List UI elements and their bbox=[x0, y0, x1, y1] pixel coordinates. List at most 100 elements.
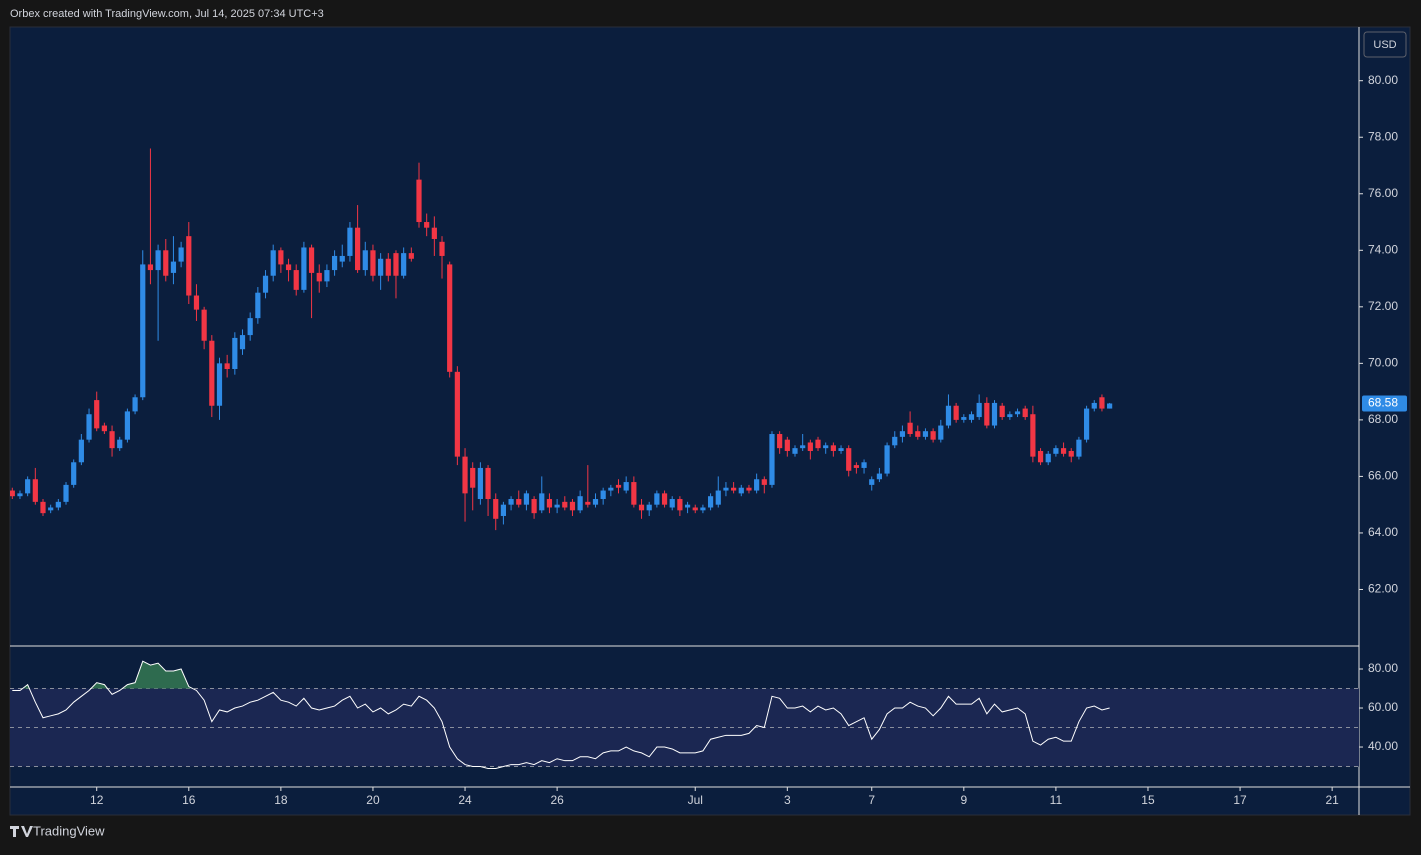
candle-body bbox=[769, 434, 775, 485]
candle-body bbox=[109, 431, 115, 449]
candle-body bbox=[1014, 411, 1021, 415]
candle-body bbox=[362, 250, 368, 271]
candle-body bbox=[539, 493, 545, 511]
candle-body bbox=[615, 484, 622, 488]
candle-body bbox=[378, 258, 384, 276]
candle-body bbox=[424, 222, 430, 228]
candle-body bbox=[800, 445, 806, 449]
candle-body bbox=[140, 264, 146, 398]
currency-label: USD bbox=[1373, 39, 1396, 51]
candle-body bbox=[846, 448, 852, 471]
candle-body bbox=[899, 431, 906, 437]
x-tick-label: 9 bbox=[960, 793, 967, 807]
candle-body bbox=[961, 417, 967, 420]
candle-body bbox=[355, 227, 361, 271]
candle-body bbox=[454, 371, 460, 457]
candle-body bbox=[884, 445, 890, 474]
x-tick-label: 3 bbox=[784, 793, 791, 807]
logo-icon bbox=[10, 826, 33, 837]
x-tick-label: 17 bbox=[1233, 793, 1247, 807]
candle-body bbox=[999, 405, 1005, 418]
candle-body bbox=[255, 292, 261, 319]
candle-body bbox=[416, 179, 422, 223]
candle-body bbox=[631, 482, 637, 505]
candle-body bbox=[922, 431, 929, 437]
x-tick-label: 15 bbox=[1141, 793, 1155, 807]
candle-body bbox=[984, 402, 990, 426]
candle-body bbox=[32, 479, 38, 502]
x-tick-label: 20 bbox=[366, 793, 380, 807]
candle-body bbox=[869, 479, 875, 485]
candle-body bbox=[78, 439, 84, 463]
candle-body bbox=[470, 467, 476, 488]
candle-body bbox=[592, 499, 599, 505]
candle-body bbox=[178, 247, 184, 262]
candle-body bbox=[447, 264, 453, 372]
candle-body bbox=[316, 272, 322, 282]
candle-body bbox=[1083, 408, 1090, 440]
x-tick-label: 7 bbox=[868, 793, 875, 807]
rsi-line bbox=[12, 660, 1110, 769]
candle-body bbox=[723, 487, 729, 491]
y-tick-label: 40.00 bbox=[1368, 739, 1398, 753]
candle-body bbox=[462, 456, 468, 494]
x-tick-label: 11 bbox=[1050, 793, 1063, 807]
candle-body bbox=[493, 499, 499, 519]
header-text: Orbex created with TradingView.com, Jul … bbox=[10, 8, 324, 20]
candle-body bbox=[508, 499, 514, 505]
candle-body bbox=[968, 414, 975, 420]
overbought-fill bbox=[22, 661, 193, 689]
candle-body bbox=[324, 270, 330, 282]
candle-body bbox=[853, 465, 859, 468]
candle-body bbox=[147, 264, 154, 271]
candle-body bbox=[1030, 414, 1036, 457]
candle-body bbox=[48, 507, 54, 511]
candle-body bbox=[477, 467, 483, 500]
candle-body bbox=[163, 250, 169, 276]
candle-body bbox=[285, 264, 292, 271]
candle-body bbox=[777, 434, 783, 449]
candle-body bbox=[523, 493, 530, 505]
x-tick-label: 18 bbox=[274, 793, 288, 807]
x-tick-label: 21 bbox=[1325, 793, 1339, 807]
candle-body bbox=[861, 462, 867, 468]
candle-body bbox=[692, 507, 698, 511]
y-tick-label: 76.00 bbox=[1368, 186, 1398, 200]
candle-body bbox=[823, 445, 829, 449]
candle-body bbox=[132, 397, 138, 412]
axes: 62.00 64.00 66.00 68.00 70.00 72.00 74.00 76.00… bbox=[90, 73, 1407, 807]
candle-body bbox=[784, 439, 790, 451]
candle-body bbox=[40, 501, 46, 514]
candle-body bbox=[1060, 448, 1067, 454]
rsi-pane bbox=[10, 660, 1359, 769]
currency-button[interactable] bbox=[1363, 31, 1407, 58]
candle-body bbox=[1037, 450, 1044, 463]
y-tick-label: 78.00 bbox=[1368, 129, 1398, 143]
x-tick-label: 24 bbox=[458, 793, 472, 807]
candle-body bbox=[792, 448, 798, 454]
candle-body bbox=[1076, 439, 1082, 457]
candle-body bbox=[677, 499, 683, 511]
candle-body bbox=[646, 504, 652, 511]
candle-body bbox=[94, 400, 100, 429]
candle-body bbox=[1007, 414, 1013, 418]
candle-body bbox=[247, 318, 253, 336]
candle-body bbox=[531, 499, 537, 514]
candle-body bbox=[209, 340, 215, 406]
candle-body bbox=[516, 499, 522, 505]
y-tick-label: 80.00 bbox=[1368, 73, 1398, 87]
candle-body bbox=[408, 253, 414, 259]
candle-body bbox=[754, 479, 760, 491]
candle-body bbox=[562, 501, 568, 508]
candle-body bbox=[500, 504, 507, 516]
candle-body bbox=[232, 337, 238, 370]
y-tick-label: 62.00 bbox=[1368, 582, 1398, 596]
candle-body bbox=[1053, 448, 1059, 454]
candle-body bbox=[569, 501, 576, 511]
candle-body bbox=[1099, 397, 1105, 409]
candle-body bbox=[293, 270, 299, 290]
candle-body bbox=[155, 250, 161, 271]
x-tick-label: 16 bbox=[182, 793, 196, 807]
candle-body bbox=[71, 462, 77, 485]
candle-body bbox=[715, 490, 721, 505]
